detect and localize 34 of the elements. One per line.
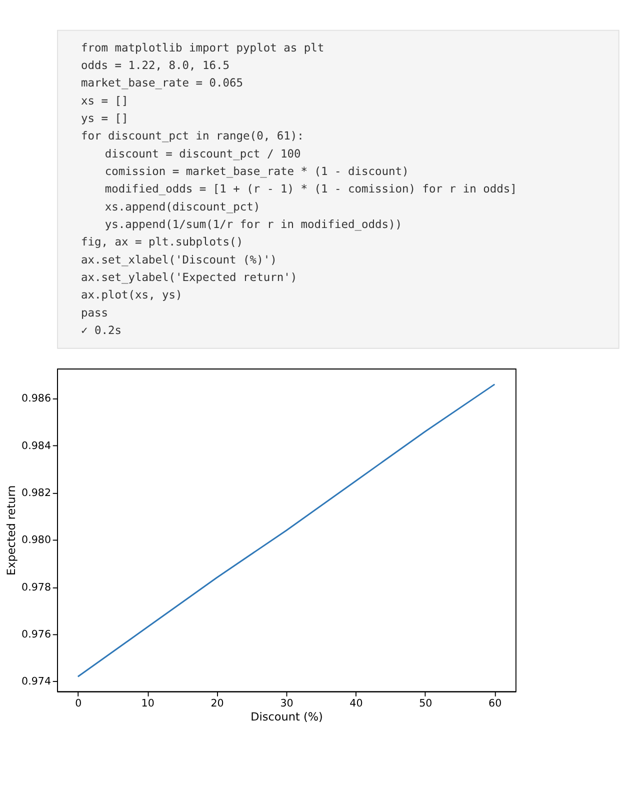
x-tick-label: 50 bbox=[419, 698, 432, 710]
x-axis-title: Discount (%) bbox=[250, 710, 323, 724]
y-tick-label: 0.976 bbox=[22, 628, 51, 640]
text: ax.set_xlabel('Discount (%)') bbox=[80, 253, 277, 266]
text: market_base_rate = 0.065 bbox=[80, 76, 244, 90]
text: discount = discount_pct / 100 bbox=[104, 147, 301, 160]
text: ys = [] bbox=[80, 112, 128, 125]
y-tick-label: 0.984 bbox=[22, 440, 51, 452]
text: for discount_pct in range(0, 61): bbox=[80, 130, 304, 143]
text: ys.append(1/sum(1/r for r in modified_odds)) bbox=[104, 218, 402, 231]
text: ✓ 0.2s bbox=[80, 324, 122, 338]
y-tick-label: 0.982 bbox=[22, 487, 51, 500]
text: comission = market_base_rate * (1 - discount) bbox=[104, 164, 409, 178]
text: xs = [] bbox=[80, 94, 128, 108]
x-tick-label: 10 bbox=[141, 698, 154, 710]
x-tick-label: 0 bbox=[75, 698, 82, 710]
x-tick-label: 30 bbox=[280, 698, 294, 710]
text: modified_odds = [1 + (r - 1) * (1 - comission) for r in odds] bbox=[104, 182, 517, 196]
y-tick-label: 0.978 bbox=[22, 581, 51, 594]
y-tick-label: 0.986 bbox=[22, 392, 51, 405]
text: pass bbox=[80, 306, 108, 320]
line-series bbox=[77, 384, 496, 678]
text: ax.set_ylabel('Expected return') bbox=[80, 270, 298, 284]
x-tick-label: 20 bbox=[210, 698, 224, 710]
x-tick-label: 40 bbox=[350, 698, 363, 710]
y-tick-label: 0.974 bbox=[22, 676, 51, 688]
text: fig, ax = plt.subplots() bbox=[80, 236, 244, 249]
text: odds = 1.22, 8.0, 16.5 bbox=[80, 58, 230, 72]
text: ax.plot(xs, ys) bbox=[80, 288, 182, 302]
y-axis-title: Expected return bbox=[4, 485, 18, 576]
y-tick-label: 0.980 bbox=[22, 534, 51, 546]
text: from matplotlib import pyplot as plt bbox=[80, 41, 324, 54]
text: xs.append(discount_pct) bbox=[104, 200, 260, 214]
x-tick-label: 60 bbox=[488, 698, 502, 710]
